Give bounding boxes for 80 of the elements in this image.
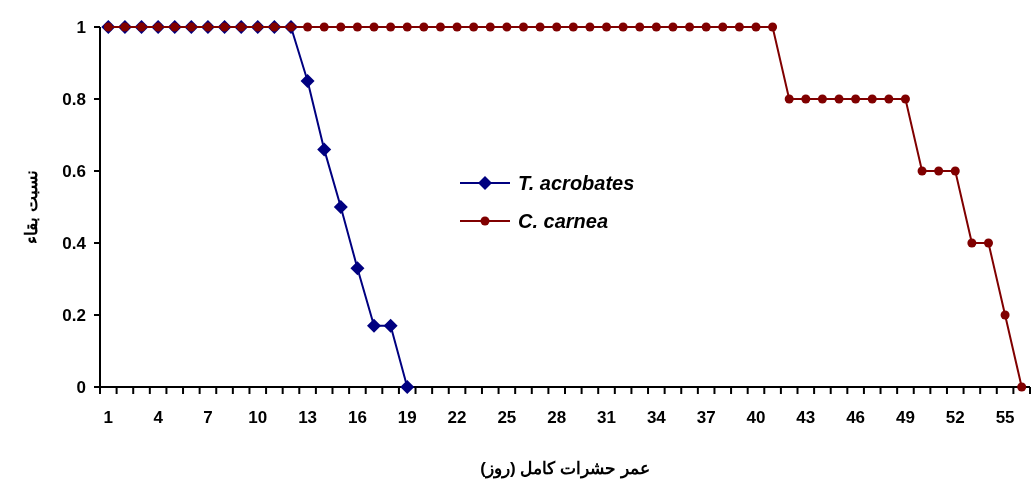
point [435, 22, 445, 32]
y-tick-label: 0.6 [62, 162, 86, 181]
x-tick-label: 31 [597, 408, 616, 427]
point [602, 22, 612, 32]
legend-label: C. carnea [518, 210, 609, 232]
y-tick-label: 0.4 [62, 234, 87, 253]
point [1000, 310, 1010, 320]
y-axis-title: نسبت بقاء [22, 170, 41, 244]
point [419, 22, 429, 32]
x-tick-label: 46 [846, 408, 866, 427]
point [934, 166, 944, 176]
point [983, 238, 993, 248]
point [319, 22, 329, 32]
point [386, 22, 396, 32]
x-tick-label: 49 [895, 408, 915, 427]
point [469, 22, 479, 32]
point [851, 94, 861, 104]
point [884, 94, 894, 104]
point [367, 318, 382, 333]
point [950, 166, 960, 176]
y-tick-label: 0 [76, 378, 86, 397]
point [801, 94, 811, 104]
y-tick-label: 0.2 [62, 306, 86, 325]
point [618, 22, 628, 32]
point [768, 22, 778, 32]
x-tick-label: 43 [796, 408, 816, 427]
point [817, 94, 827, 104]
point [867, 94, 877, 104]
point [1017, 382, 1027, 392]
point [369, 22, 379, 32]
x-tick-label: 13 [298, 408, 318, 427]
point [834, 94, 844, 104]
point [303, 22, 313, 32]
x-axis-title: عمر حشرات کامل (روز) [480, 459, 650, 479]
point [900, 94, 910, 104]
point [734, 22, 744, 32]
point [967, 238, 977, 248]
y-tick-label: 1 [76, 18, 86, 37]
x-tick-label: 52 [945, 408, 965, 427]
point [585, 22, 595, 32]
x-tick-label: 4 [153, 408, 164, 427]
x-tick-label: 10 [248, 408, 268, 427]
y-tick-label: 0.8 [62, 90, 86, 109]
point [518, 22, 528, 32]
point [668, 22, 678, 32]
x-tick-label: 28 [547, 408, 567, 427]
point [685, 22, 695, 32]
x-tick-label: 19 [397, 408, 417, 427]
point [300, 74, 315, 88]
x-tick-label: 55 [995, 408, 1015, 427]
point [352, 22, 362, 32]
point [651, 22, 661, 32]
point [701, 22, 711, 32]
x-tick-label: 34 [646, 408, 667, 427]
point [317, 142, 332, 157]
point [751, 22, 761, 32]
x-tick-label: 16 [347, 408, 367, 427]
x-tick-label: 25 [497, 408, 517, 427]
point [552, 22, 562, 32]
point [400, 380, 415, 394]
x-tick-label: 37 [696, 408, 716, 427]
point [917, 166, 927, 176]
point [718, 22, 728, 32]
point [336, 22, 346, 32]
x-tick-label: 7 [203, 408, 213, 427]
point [350, 261, 365, 276]
point [383, 318, 398, 333]
point [452, 22, 462, 32]
point [485, 22, 495, 32]
x-tick-label: 40 [746, 408, 766, 427]
point [568, 22, 578, 32]
point [402, 22, 412, 32]
point [784, 94, 794, 104]
point [502, 22, 512, 32]
x-tick-label: 1 [103, 408, 114, 427]
point [535, 22, 545, 32]
x-tick-label: 22 [447, 408, 467, 427]
legend-label: T. acrobates [518, 172, 635, 194]
point [635, 22, 645, 32]
point [333, 200, 348, 214]
